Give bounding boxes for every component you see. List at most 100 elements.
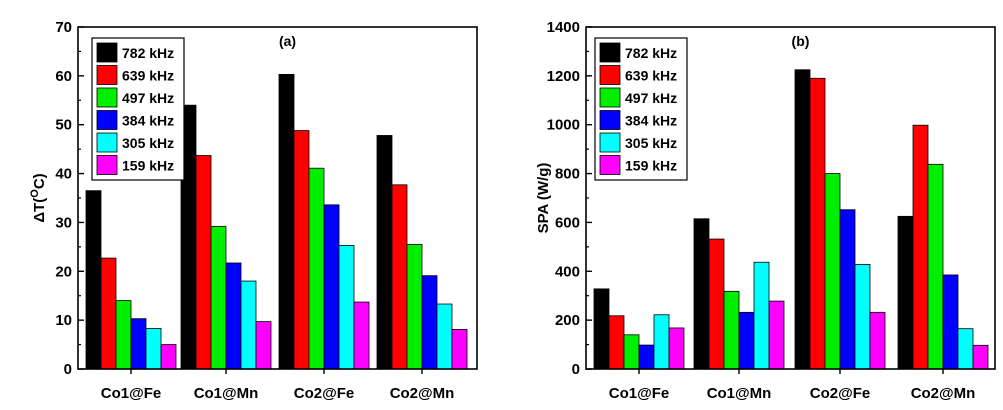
y-axis-label: SPA (W/g)	[535, 163, 552, 234]
y-tick-label: 30	[55, 214, 72, 231]
x-tick-label: Co1@Mn	[194, 385, 259, 402]
x-tick-label: Co2@Fe	[810, 385, 870, 402]
y-tick-label: 0	[572, 361, 580, 378]
legend-label: 305 kHz	[122, 135, 174, 151]
bar-co1-fe-305khz	[145, 328, 162, 370]
legend-label: 384 kHz	[625, 113, 677, 129]
legend-label: 305 kHz	[625, 135, 677, 151]
y-axis-label: ΔT(OC)	[29, 173, 48, 222]
bar-co1-fe-497khz	[115, 300, 132, 370]
bar-co2-fe-159khz	[353, 301, 370, 370]
legend-label: 639 kHz	[122, 68, 174, 84]
bar-co2-fe-782khz	[794, 69, 811, 370]
bar-co1-mn-384khz	[738, 311, 755, 370]
bar-co1-mn-159khz	[768, 300, 785, 370]
legend-swatch	[96, 42, 118, 63]
bar-co2-mn-305khz	[957, 328, 974, 370]
bar-co2-mn-782khz	[376, 135, 393, 370]
legend-label: 782 kHz	[625, 45, 677, 61]
y-tick-label: 60	[55, 68, 72, 85]
bar-co1-mn-639khz	[195, 155, 212, 370]
legend-label: 782 kHz	[122, 45, 174, 61]
y-tick-label: 0	[64, 361, 72, 378]
bar-co1-fe-639khz	[100, 257, 117, 370]
legend-swatch	[599, 132, 621, 153]
y-tick-label: 200	[555, 312, 580, 329]
bar-co1-mn-782khz	[693, 218, 710, 370]
legend-swatch	[599, 155, 621, 175]
bar-co1-mn-384khz	[225, 262, 242, 370]
bar-co2-fe-305khz	[854, 264, 871, 370]
bar-co2-mn-497khz	[927, 163, 944, 370]
panel-label: (a)	[279, 33, 296, 49]
legend-swatch	[599, 110, 621, 130]
y-tick-label: 1000	[547, 117, 580, 134]
y-tick-label: 1200	[547, 68, 580, 85]
legend-label: 384 kHz	[122, 113, 174, 129]
legend-swatch	[599, 87, 621, 108]
bar-co1-mn-497khz	[723, 290, 740, 370]
bar-co1-fe-639khz	[608, 315, 625, 370]
legend-swatch	[96, 155, 118, 175]
x-tick-label: Co2@Mn	[390, 385, 455, 402]
y-tick-label: 600	[555, 214, 580, 231]
y-tick-label: 400	[555, 263, 580, 280]
bar-co1-fe-305khz	[653, 314, 670, 370]
bar-co2-fe-159khz	[869, 311, 886, 370]
bar-co2-fe-384khz	[323, 204, 340, 370]
bar-co2-mn-639khz	[391, 184, 408, 370]
panel-label: (b)	[792, 33, 810, 49]
y-tick-label: 20	[55, 263, 72, 280]
legend-swatch	[599, 42, 621, 63]
legend-swatch	[96, 110, 118, 130]
x-tick-label: Co2@Mn	[911, 385, 976, 402]
bar-co2-mn-384khz	[421, 275, 438, 370]
y-tick-label: 800	[555, 166, 580, 183]
bar-co1-mn-497khz	[210, 225, 227, 370]
legend-swatch	[96, 65, 118, 85]
y-tick-label: 70	[55, 19, 72, 36]
bar-co2-mn-159khz	[972, 344, 989, 370]
y-tick-label: 1400	[547, 19, 580, 36]
y-tick-label: 50	[55, 117, 72, 134]
bar-co2-mn-497khz	[406, 244, 423, 370]
bar-co2-mn-639khz	[912, 124, 929, 370]
legend-swatch	[96, 132, 118, 153]
bar-co1-fe-159khz	[668, 327, 685, 370]
bar-co2-fe-384khz	[839, 209, 856, 370]
panel-b-chart: 0 200 400 600 800 1000 1200 1400 Co1@Fe Co1@Mn Co2…	[535, 19, 996, 402]
legend: 782 kHz 639 kHz 497 kHz 384 kHz 305 kHz 159 k…	[91, 37, 185, 181]
bar-co1-mn-159khz	[255, 321, 272, 370]
x-tick-label: Co2@Fe	[294, 385, 354, 402]
legend-label: 497 kHz	[122, 90, 174, 106]
bar-co2-mn-305khz	[436, 303, 453, 370]
bar-co2-fe-639khz	[809, 77, 826, 370]
bar-co1-fe-384khz	[130, 318, 147, 370]
bar-co1-fe-497khz	[623, 334, 640, 370]
bar-co2-fe-497khz	[308, 167, 325, 370]
bar-co1-mn-639khz	[708, 238, 725, 370]
panel-a-chart: 0 10 20 30 40 50 60 70 Co1@Fe Co1@Mn Co2@Fe Co2@Mn Δ…	[29, 19, 478, 402]
bar-co1-fe-782khz	[85, 190, 102, 370]
legend-label: 159 kHz	[122, 158, 174, 174]
bar-co1-fe-159khz	[160, 344, 177, 370]
bar-co1-fe-782khz	[593, 288, 610, 370]
bar-co2-fe-497khz	[824, 173, 841, 370]
bar-co2-fe-782khz	[278, 73, 295, 370]
bar-co2-fe-639khz	[293, 130, 310, 370]
bar-co1-mn-305khz	[240, 280, 257, 370]
x-tick-label: Co1@Fe	[101, 385, 161, 402]
bar-co1-fe-384khz	[638, 344, 655, 370]
bar-co2-mn-782khz	[897, 215, 914, 370]
bar-co2-mn-384khz	[942, 274, 959, 370]
legend-swatch	[96, 87, 118, 108]
legend: 782 kHz 639 kHz 497 kHz 384 kHz 305 kHz 159 k…	[594, 37, 688, 181]
legend-swatch	[599, 65, 621, 85]
legend-label: 497 kHz	[625, 90, 677, 106]
bar-co2-mn-159khz	[451, 329, 468, 370]
y-tick-label: 10	[55, 312, 72, 329]
bar-co2-fe-305khz	[338, 244, 355, 370]
y-tick-label: 40	[55, 166, 72, 183]
legend-label: 639 kHz	[625, 68, 677, 84]
